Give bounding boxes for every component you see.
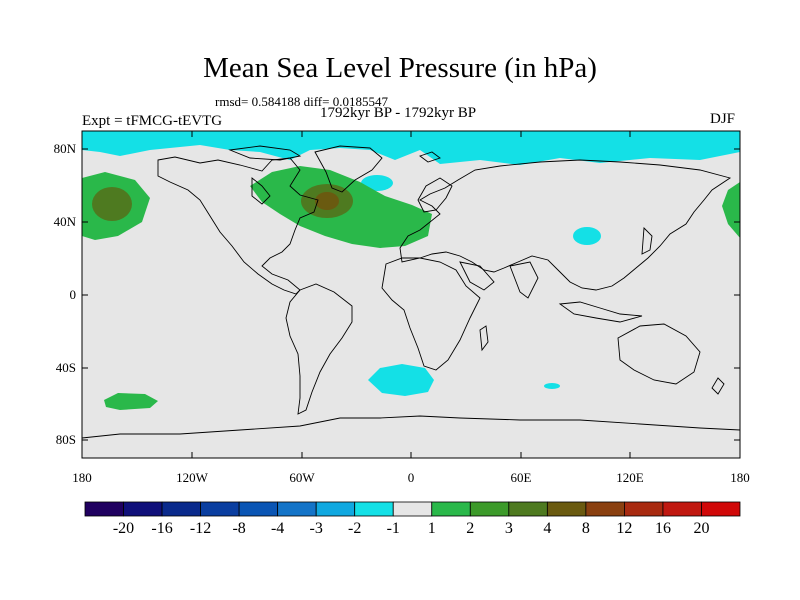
colorbar-swatch-13 bbox=[585, 501, 625, 517]
arabia-coast bbox=[459, 261, 495, 291]
colorbar-swatch-3 bbox=[200, 501, 240, 517]
antarctica-coast bbox=[82, 415, 740, 439]
colorbar-swatch-4 bbox=[238, 501, 279, 517]
south-america-coast bbox=[285, 283, 353, 415]
madagascar bbox=[479, 325, 489, 352]
colorbar-swatch-14 bbox=[624, 501, 664, 517]
colorbar-label: -8 bbox=[232, 520, 246, 537]
lat-label-80n: 80N bbox=[53, 141, 76, 156]
colorbar-swatch-5 bbox=[277, 501, 317, 517]
coastlines bbox=[82, 145, 740, 439]
colorbar-label: 1 bbox=[427, 520, 436, 537]
indonesia-coast bbox=[558, 301, 643, 323]
colorbar-label: -4 bbox=[270, 520, 285, 537]
lon-label-0: 0 bbox=[407, 470, 415, 485]
colorbar-label: 16 bbox=[654, 520, 671, 537]
colorbar-label: -3 bbox=[309, 520, 323, 537]
colorbar-label: -1 bbox=[386, 520, 400, 537]
north-pacific-high-wrap bbox=[722, 182, 740, 238]
lon-label-180e: 180 bbox=[730, 470, 750, 485]
colorbar-label: -2 bbox=[348, 520, 362, 537]
arctic-low-blob bbox=[361, 175, 393, 191]
japan-coast bbox=[641, 226, 653, 255]
arctic-low-region bbox=[82, 131, 740, 165]
south-pacific-high-region bbox=[104, 393, 158, 410]
lon-label-60e: 60E bbox=[510, 470, 532, 485]
eurasia-coast bbox=[399, 159, 732, 291]
colorbar-swatch-1 bbox=[123, 501, 163, 517]
australia-coast bbox=[617, 323, 701, 385]
colorbar-swatch-10 bbox=[469, 501, 510, 517]
scandinavia-coast bbox=[417, 177, 453, 213]
colorbar-label: -20 bbox=[112, 520, 135, 537]
map-ticks bbox=[82, 131, 740, 458]
figure-title: Mean Sea Level Pressure (in hPa) bbox=[203, 52, 597, 84]
colorbar-swatch-12 bbox=[546, 501, 587, 517]
lat-label-40s: 40S bbox=[55, 360, 76, 375]
colorbar-swatch-9 bbox=[431, 501, 471, 517]
experiment-label: Expt = tFMCG-tEVTG bbox=[82, 113, 223, 129]
anomaly-fields bbox=[82, 131, 740, 410]
map-background bbox=[82, 131, 740, 458]
colorbar-label: 8 bbox=[581, 520, 590, 537]
colorbar-swatch-16 bbox=[701, 501, 741, 517]
svalbard-coast bbox=[419, 151, 441, 163]
hudson-bay bbox=[251, 177, 271, 205]
central-asia-low bbox=[573, 227, 601, 245]
season-label: DJF bbox=[710, 111, 736, 127]
colorbar-label: 20 bbox=[693, 520, 710, 537]
north-pacific-core bbox=[92, 187, 132, 221]
indian-ocean-low bbox=[544, 383, 560, 389]
lon-label-60w: 60W bbox=[289, 470, 315, 485]
lat-label-40n: 40N bbox=[53, 214, 76, 229]
colorbar-label: -12 bbox=[189, 520, 212, 537]
colorbar-label: 4 bbox=[543, 520, 552, 537]
india-coast bbox=[509, 261, 539, 299]
colorbar-swatch-8 bbox=[392, 501, 433, 517]
greenland-coast bbox=[314, 145, 383, 193]
colorbar-label: 2 bbox=[466, 520, 475, 537]
colorbar-label: -16 bbox=[151, 520, 173, 537]
lat-label-0: 0 bbox=[69, 287, 77, 302]
colorbar-label: 3 bbox=[504, 520, 513, 537]
colorbar-swatch-7 bbox=[354, 501, 394, 517]
canadian-archipelago bbox=[228, 145, 302, 161]
colorbar-swatch-15 bbox=[662, 501, 702, 517]
south-atlantic-low-region bbox=[368, 364, 434, 396]
colorbar-swatch-6 bbox=[315, 501, 356, 517]
stats-text: rmsd= 0.584188 diff= 0.0185547 bbox=[215, 94, 388, 109]
colorbar-swatch-0 bbox=[84, 501, 124, 517]
lon-label-120e: 120E bbox=[616, 470, 644, 485]
new-zealand-coast bbox=[711, 377, 725, 395]
colorbar-swatch-11 bbox=[508, 501, 548, 517]
colorbar-swatch-2 bbox=[161, 501, 201, 517]
north-atlantic-core bbox=[315, 192, 339, 210]
colorbar-label: 12 bbox=[616, 520, 633, 537]
africa-coast bbox=[381, 257, 481, 371]
lon-label-120w: 120W bbox=[176, 470, 208, 485]
lat-label-80s: 80S bbox=[55, 432, 76, 447]
period-label: 1792kyr BP - 1792kyr BP bbox=[320, 105, 477, 121]
lon-label-180w: 180 bbox=[72, 470, 92, 485]
north-america-coast bbox=[157, 156, 319, 295]
